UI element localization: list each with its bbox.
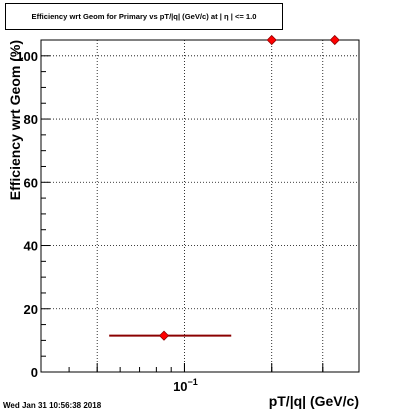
y-tick-label: 0 <box>31 365 38 380</box>
y-tick-label: 100 <box>16 49 38 64</box>
y-axis-label: Efficiency wrt Geom (%) <box>7 40 23 200</box>
tick-labels: 10−1 0 20 40 60 80 100 <box>16 49 198 394</box>
y-tick-label: 20 <box>24 302 38 317</box>
data-point-marker <box>158 330 170 341</box>
x-tick-label: 10−1 <box>173 377 198 394</box>
axis-ticks <box>41 55 324 373</box>
timestamp: Wed Jan 31 10:56:38 2018 <box>3 401 102 410</box>
grid <box>41 40 359 372</box>
data-point-marker <box>266 34 277 46</box>
chart-title: Efficiency wrt Geom for Primary vs pT/|q… <box>31 12 257 21</box>
data-point-marker <box>329 34 340 46</box>
y-tick-label: 60 <box>24 175 38 190</box>
chart-title-box: Efficiency wrt Geom for Primary vs pT/|q… <box>5 3 283 30</box>
data-points <box>109 34 340 341</box>
x-tick-label-exponent: −1 <box>188 377 198 387</box>
plot-frame <box>40 39 360 373</box>
y-tick-label: 80 <box>24 112 38 127</box>
y-tick-label: 40 <box>24 239 38 254</box>
x-axis-label: pT/|q| (GeV/c) <box>269 393 359 409</box>
